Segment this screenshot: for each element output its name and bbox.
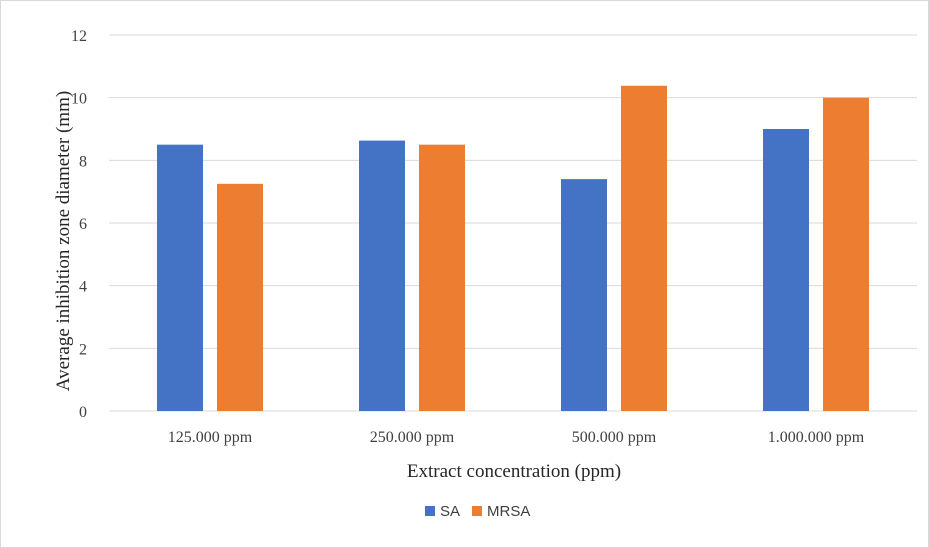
legend-swatch-mrsa [472,506,482,516]
x-tick-label: 125.000 ppm [168,429,253,446]
x-tick-label: 500.000 ppm [572,429,657,446]
legend: SA MRSA [425,503,530,520]
bar-mrsa-2 [419,144,465,411]
y-tick-label: 6 [79,216,87,233]
legend-label-mrsa: MRSA [487,503,530,520]
y-axis-title: Average inhibition zone diameter (mm) [53,91,74,391]
legend-label-sa: SA [440,503,460,520]
x-tick-label: 1.000.000 ppm [768,429,865,446]
y-tick-label: 2 [79,341,87,358]
x-axis-title: Extract concentration (ppm) [407,461,621,482]
bars [157,85,869,412]
y-tick-label: 0 [79,404,87,421]
y-tick-label: 10 [71,91,87,108]
bar-mrsa-1 [217,183,263,411]
y-tick-label: 12 [71,28,87,45]
bar-sa-4 [763,129,809,411]
legend-swatch-sa [425,506,435,516]
bar-mrsa-4 [823,97,869,412]
y-tick-label: 4 [79,279,87,296]
y-tick-label: 8 [79,153,87,170]
x-tick-labels: 125.000 ppm 250.000 ppm 500.000 ppm 1.000.0… [168,429,865,446]
bar-sa-3 [561,179,607,411]
y-tick-labels: 0 2 4 6 8 10 12 [71,28,87,421]
x-tick-label: 250.000 ppm [370,429,455,446]
bar-sa-1 [157,144,203,411]
bar-mrsa-3 [621,85,667,411]
bar-sa-2 [359,140,405,412]
